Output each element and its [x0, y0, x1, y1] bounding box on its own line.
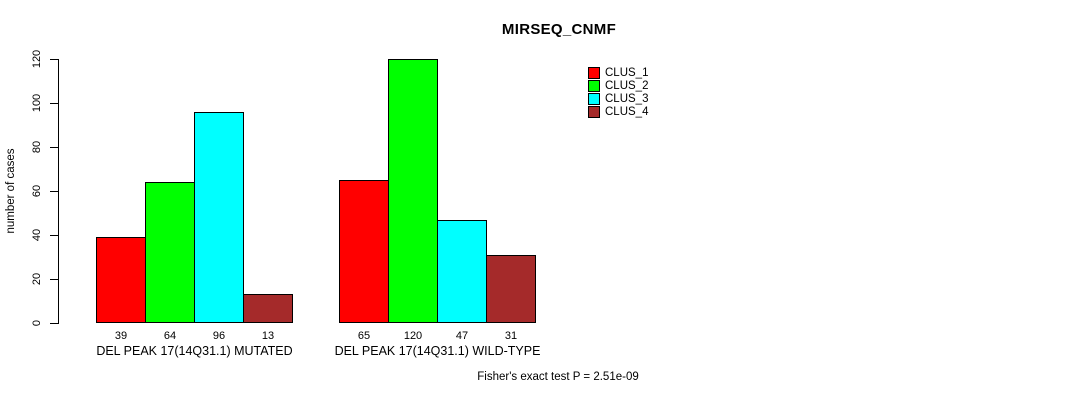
bar-value-label: 31 [504, 330, 518, 342]
y-tick-label: 120 [31, 49, 43, 69]
y-axis-label: number of cases [5, 148, 17, 234]
group-label: DEL PEAK 17(14Q31.1) WILD-TYPE [334, 344, 541, 358]
y-tick-label: 40 [31, 228, 43, 242]
footnote: Fisher's exact test P = 2.51e-09 [477, 371, 639, 383]
y-tick-label: 80 [31, 140, 43, 154]
legend-row: CLUS_1 [588, 66, 648, 79]
legend-label: CLUS_1 [605, 66, 649, 79]
legend-label: CLUS_2 [605, 79, 649, 92]
legend-row: CLUS_2 [588, 79, 648, 92]
legend: CLUS_1 CLUS_2 CLUS_3 CLUS_4 [588, 66, 648, 118]
bar-value-label: 39 [114, 330, 128, 342]
bar-value-label: 13 [261, 330, 275, 342]
y-tick [50, 103, 58, 104]
bar-value-label: 47 [455, 330, 469, 342]
y-tick-label: 60 [31, 184, 43, 198]
y-tick [50, 235, 58, 236]
bar [339, 180, 389, 323]
bar-value-label: 120 [403, 330, 423, 342]
legend-label: CLUS_4 [605, 105, 649, 118]
bar-value-label: 65 [357, 330, 371, 342]
bar [145, 182, 195, 323]
bar [388, 59, 438, 323]
y-tick [50, 191, 58, 192]
y-tick [50, 279, 58, 280]
bar [96, 237, 146, 323]
bar [486, 255, 536, 323]
y-tick [50, 59, 58, 60]
y-tick [50, 147, 58, 148]
bar-value-label: 96 [212, 330, 226, 342]
bar [243, 294, 293, 323]
y-tick [50, 323, 58, 324]
legend-row: CLUS_4 [588, 105, 648, 118]
group-label: DEL PEAK 17(14Q31.1) MUTATED [96, 344, 293, 358]
y-tick-label: 20 [31, 272, 43, 286]
bar-value-label: 64 [163, 330, 177, 342]
chart-title: MIRSEQ_CNMF [501, 21, 617, 38]
y-tick-label: 0 [31, 319, 43, 327]
bar [437, 220, 487, 323]
y-tick-label: 100 [31, 93, 43, 113]
legend-swatch [588, 66, 600, 79]
legend-swatch [588, 105, 600, 118]
legend-swatch [588, 79, 600, 92]
legend-label: CLUS_3 [605, 92, 649, 105]
y-axis-line [58, 59, 59, 324]
bar [194, 112, 244, 323]
legend-row: CLUS_3 [588, 92, 648, 105]
legend-swatch [588, 92, 600, 105]
